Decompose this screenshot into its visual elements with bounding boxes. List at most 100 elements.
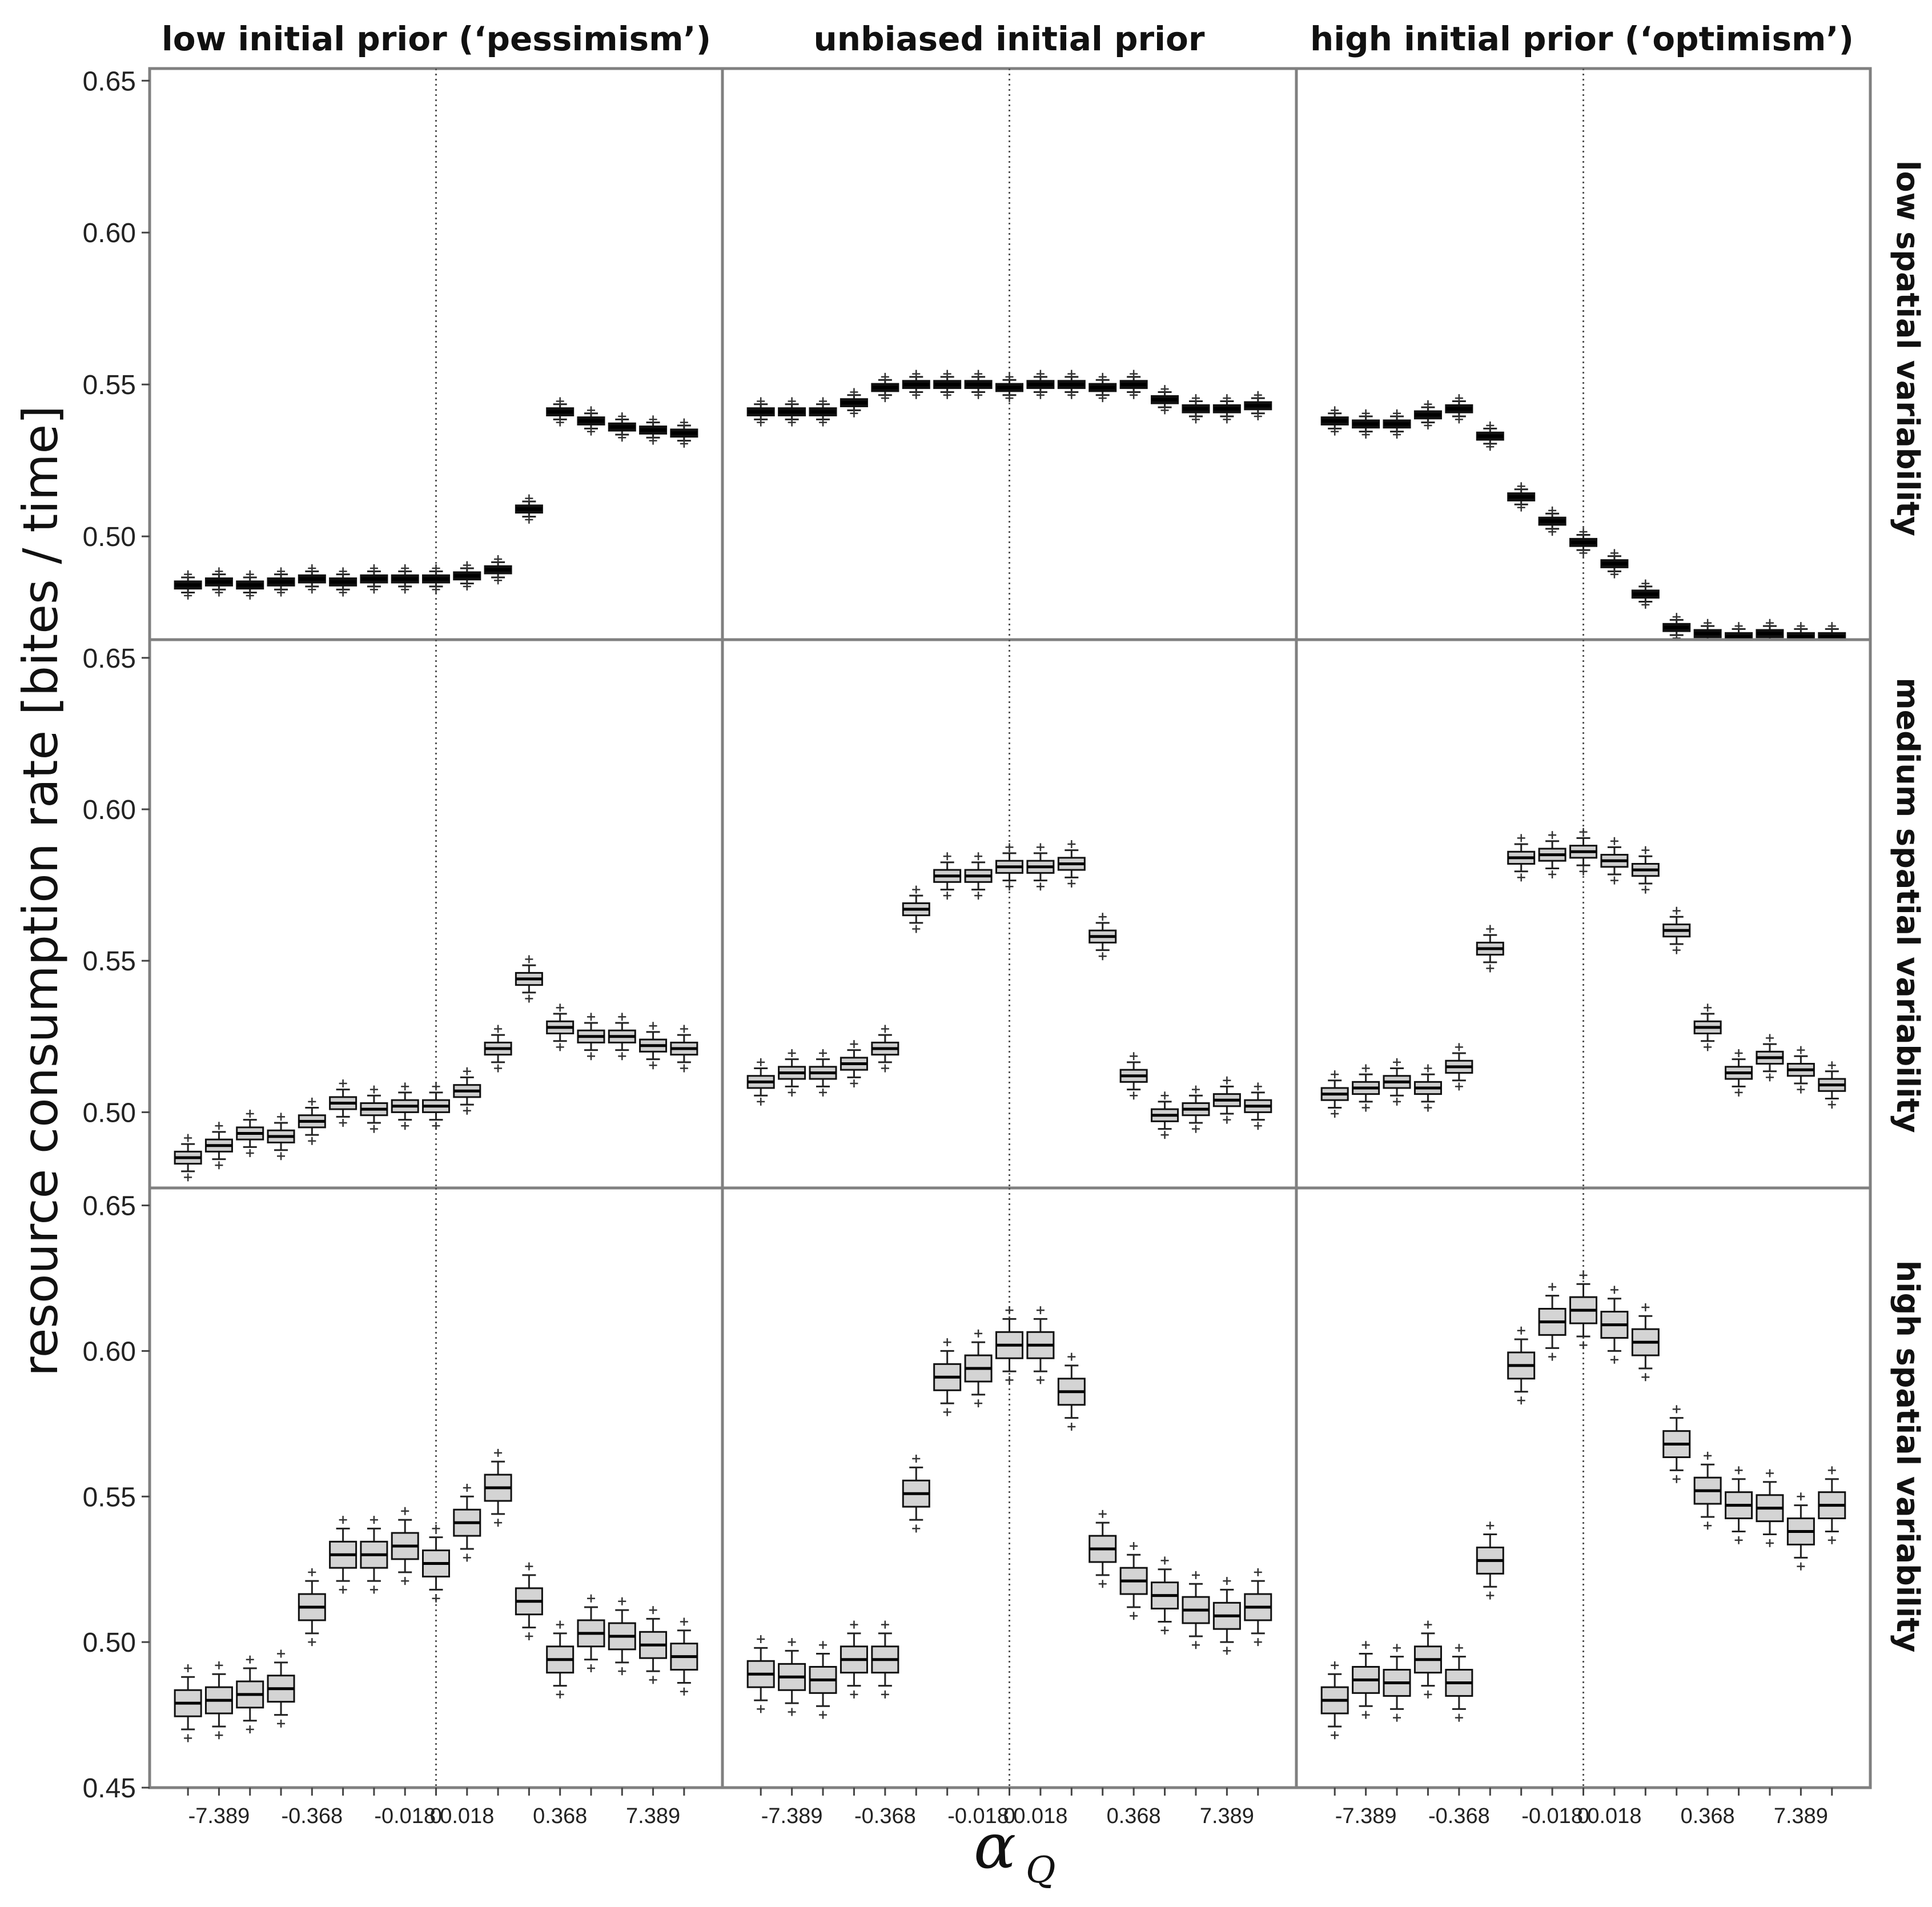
outlier-upper [1331, 1070, 1339, 1079]
box-r1-c0-15 [639, 1022, 668, 1070]
outlier-upper [850, 1620, 858, 1629]
box-r0-c2-7 [1538, 506, 1567, 536]
box-r0-c1-12 [1119, 370, 1148, 399]
outlier-lower [1223, 1647, 1231, 1655]
outlier-upper [1036, 843, 1045, 852]
outlier-upper [1130, 370, 1138, 378]
outlier-lower [1610, 1355, 1618, 1364]
outlier-upper [1610, 549, 1618, 557]
box-r2-c1-3 [840, 1620, 868, 1699]
outlier-upper [974, 1329, 983, 1338]
outlier-upper [432, 1524, 440, 1533]
outlier-lower [1610, 876, 1618, 885]
x-tick-label: -0.368 [281, 1804, 343, 1828]
outlier-lower [494, 576, 503, 585]
outlier-upper [1797, 1046, 1805, 1054]
outlier-lower [788, 1088, 796, 1097]
x-tick-label: 7.389 [1200, 1804, 1254, 1828]
outlier-upper [525, 955, 533, 963]
outlier-lower [587, 1052, 595, 1061]
outlier-upper [1641, 1303, 1650, 1311]
outlier-upper [618, 1013, 626, 1021]
box-r1-c1-13 [1151, 1091, 1179, 1139]
outlier-upper [184, 570, 192, 579]
outlier-lower [1797, 1085, 1805, 1094]
box-r0-c1-15 [1212, 394, 1241, 424]
outlier-upper [788, 1638, 796, 1647]
outlier-upper [1005, 372, 1014, 381]
box-r2-c2-9 [1600, 1286, 1629, 1364]
row-title-low-variability: low spatial variability [1890, 160, 1926, 536]
outlier-lower [1517, 503, 1525, 512]
outlier-upper [369, 1085, 378, 1094]
outlier-lower [277, 1719, 286, 1728]
outlier-lower [1517, 873, 1525, 882]
outlier-upper [494, 1025, 503, 1033]
box-r1-c2-16 [1818, 1061, 1846, 1109]
box-r2-c1-0 [746, 1635, 775, 1713]
outlier-lower [339, 588, 347, 597]
box-r2-c1-15 [1212, 1577, 1241, 1655]
outlier-upper [587, 1594, 595, 1603]
box-r0-c0-15 [639, 415, 668, 445]
outlier-upper [1672, 1405, 1681, 1414]
box-r1-c2-0 [1320, 1070, 1349, 1118]
outlier-lower [184, 1173, 192, 1182]
box-r2-c0-13 [577, 1594, 605, 1673]
outlier-lower [1641, 600, 1650, 609]
x-tick-label: -7.389 [761, 1804, 823, 1828]
outlier-lower [1579, 1341, 1588, 1350]
outlier-upper [1331, 406, 1339, 415]
outlier-upper [757, 1635, 765, 1644]
y-tick-label: 0.55 [83, 1482, 136, 1512]
box-r1-c1-16 [1244, 1082, 1272, 1130]
outlier-upper [1734, 1466, 1743, 1475]
box-r0-c0-3 [267, 567, 295, 597]
outlier-upper [556, 1003, 564, 1012]
box-r0-c2-8 [1569, 528, 1597, 557]
box-r2-c2-3 [1413, 1620, 1442, 1699]
outlier-lower [1331, 427, 1339, 436]
outlier-upper [649, 1022, 657, 1030]
outlier-upper [246, 1655, 254, 1664]
outlier-upper [1517, 482, 1525, 491]
panel-r2-c2 [1295, 1186, 1872, 1789]
box-r1-c2-8 [1569, 828, 1597, 876]
outlier-lower [246, 1725, 254, 1734]
outlier-lower [277, 1152, 286, 1161]
outlier-upper [587, 406, 595, 415]
outlier-upper [339, 1516, 347, 1524]
box-r0-c1-0 [746, 397, 775, 427]
outlier-upper [943, 852, 951, 861]
y-tick-label: 0.50 [83, 1098, 136, 1128]
outlier-upper [1641, 579, 1650, 588]
outlier-upper [1361, 1064, 1370, 1073]
outlier-lower [215, 588, 223, 597]
outlier-lower [1036, 1376, 1045, 1384]
x-tick-label: -7.389 [1335, 1804, 1397, 1828]
outlier-lower [1641, 1373, 1650, 1382]
box-r1-c1-6 [933, 852, 962, 900]
box-r1-c2-5 [1476, 925, 1504, 973]
outlier-upper [184, 1664, 192, 1673]
box-r0-c1-4 [871, 372, 899, 403]
box-r0-c2-9 [1600, 549, 1629, 579]
box-r1-c2-10 [1631, 846, 1660, 894]
outlier-upper [1579, 828, 1588, 836]
outlier-lower [974, 1399, 983, 1408]
outlier-lower [1672, 1475, 1681, 1483]
box-r0-c0-9 [453, 561, 481, 591]
outlier-lower [308, 1137, 316, 1145]
box-r0-c1-6 [933, 370, 962, 399]
outlier-upper [1393, 409, 1401, 417]
box-r2-c0-4 [298, 1568, 326, 1647]
box-r0-c0-5 [329, 567, 358, 597]
box-r0-c1-3 [840, 388, 868, 417]
row-title-medium-variability: medium spatial variability [1890, 677, 1926, 1133]
x-axis-label: α Q [974, 1809, 1056, 1892]
y-tick-label: 0.50 [83, 522, 136, 552]
outlier-upper [1827, 622, 1836, 631]
x-tick-label: 0.368 [1107, 1804, 1161, 1828]
box-r2-c0-6 [360, 1516, 388, 1594]
outlier-lower [680, 439, 688, 448]
